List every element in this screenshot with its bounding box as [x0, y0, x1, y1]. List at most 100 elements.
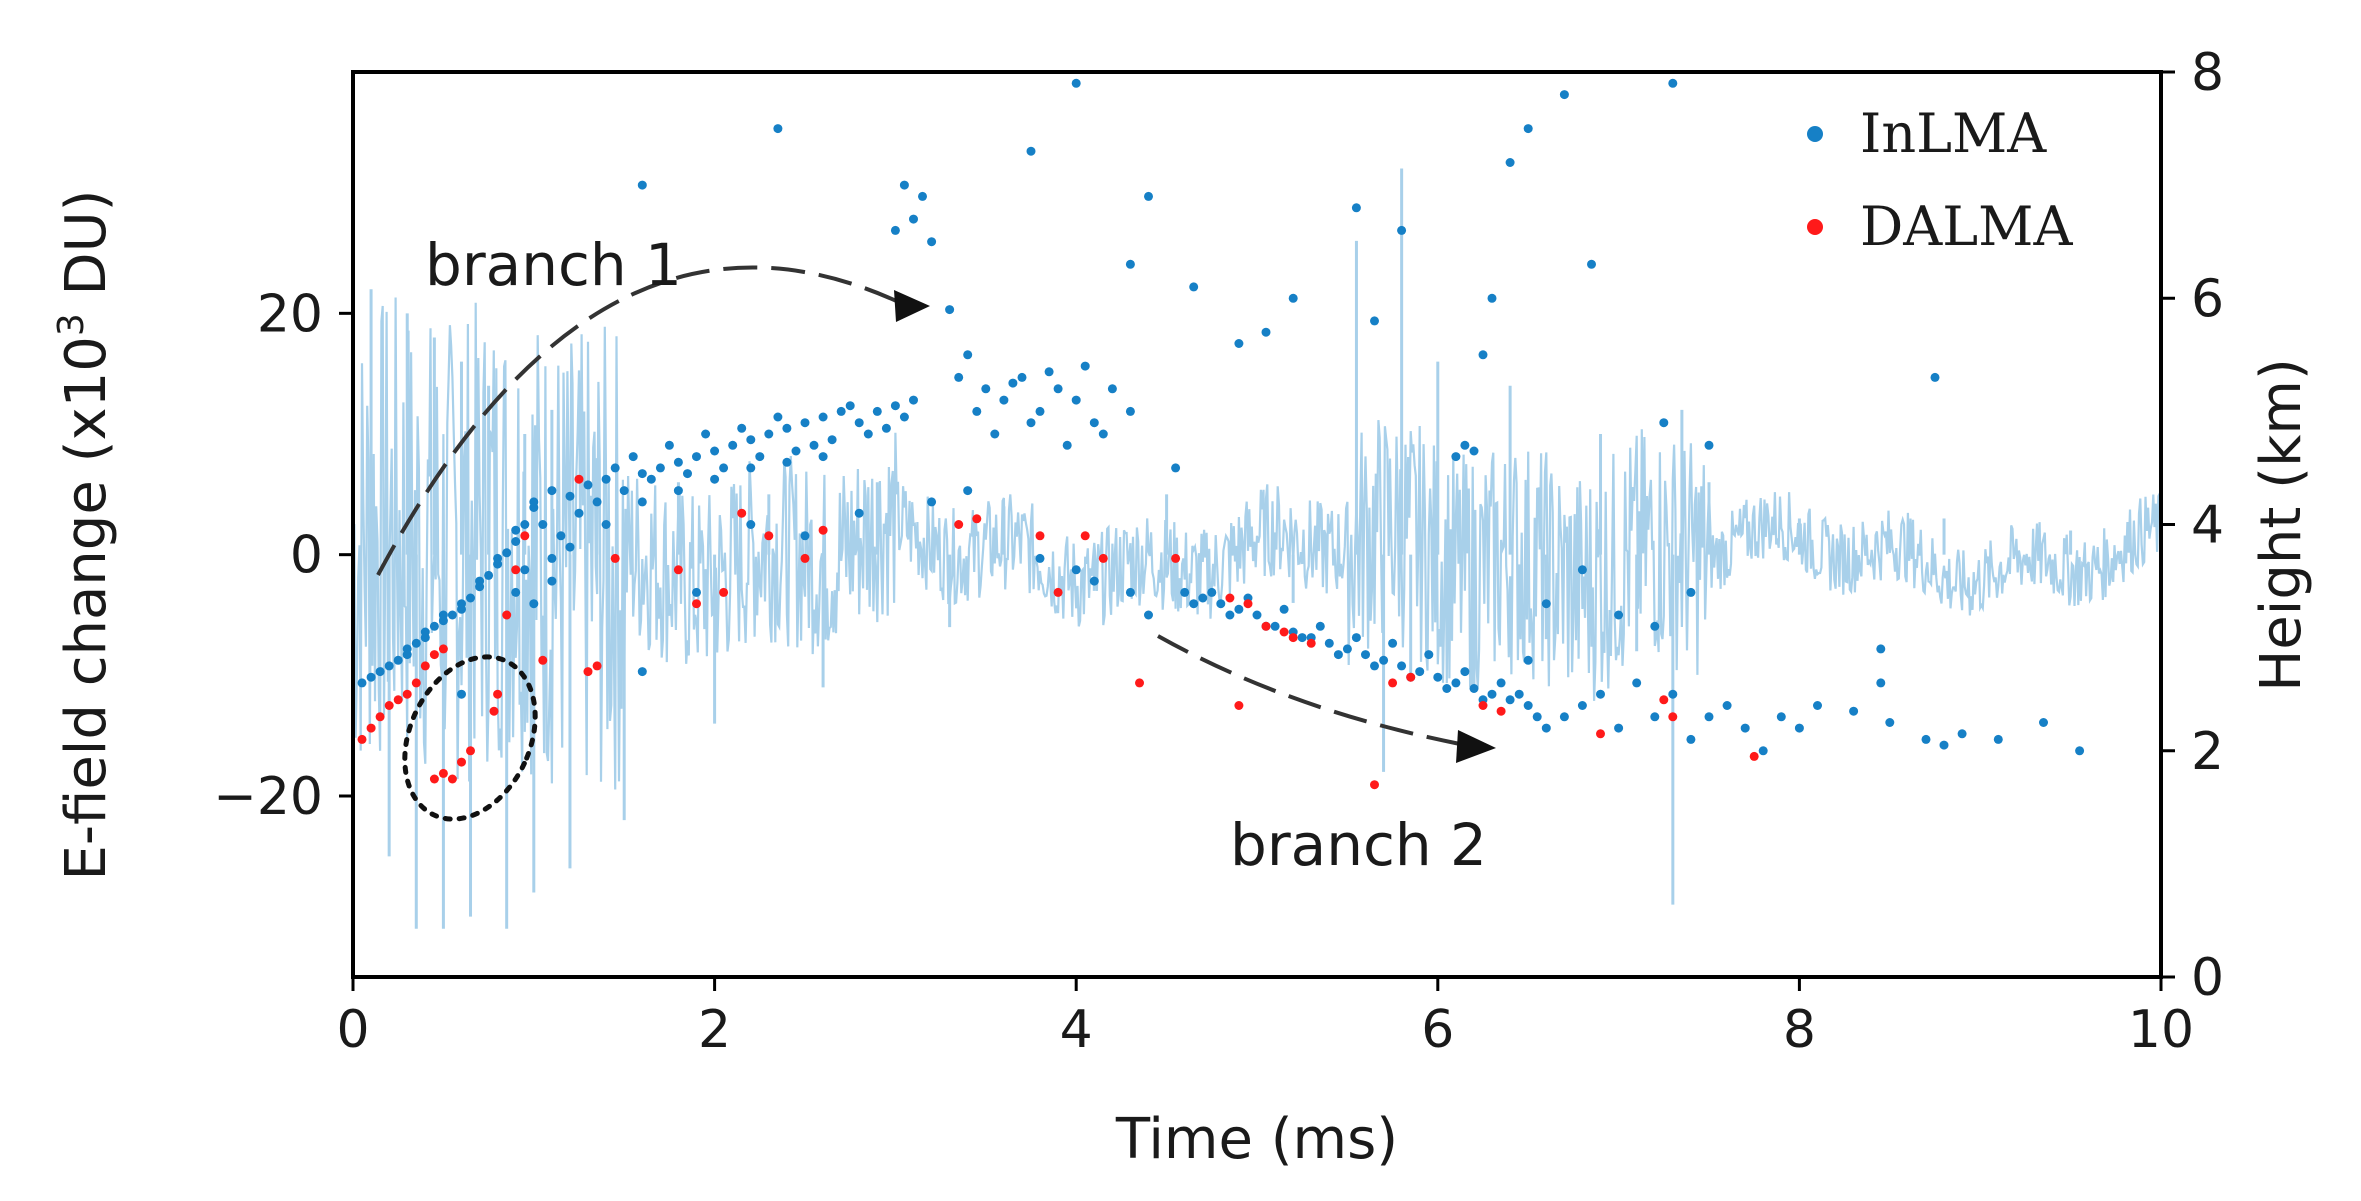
inlma-point: [1270, 621, 1280, 631]
inlma-point: [538, 520, 548, 529]
inlma-point: [1885, 718, 1895, 727]
inlma-point: [809, 440, 819, 450]
inlma-point: [1614, 610, 1624, 620]
inlma-point: [1650, 712, 1660, 722]
efield-signal-line: [351, 297, 2163, 790]
inlma-point: [872, 406, 882, 416]
inlma-point: [927, 237, 937, 247]
inlma-point: [1514, 689, 1524, 699]
inlma-point: [1008, 378, 1018, 388]
dalma-point: [366, 723, 376, 733]
inlma-point: [511, 525, 521, 535]
dalma-point: [402, 689, 412, 699]
inlma-point: [1080, 361, 1090, 371]
inlma-point: [1532, 712, 1542, 722]
inlma-point: [357, 678, 367, 688]
inlma-point: [1722, 701, 1732, 710]
dalma-point: [1388, 678, 1398, 688]
dalma-point: [1288, 633, 1298, 643]
inlma-point: [990, 429, 1000, 439]
inlma-point: [1125, 587, 1135, 597]
dalma-point: [457, 757, 466, 767]
x-tick-label: 8: [1783, 1000, 1816, 1060]
inlma-point: [945, 305, 955, 315]
x-tick-label: 2: [698, 1000, 731, 1060]
legend-inlma-marker: [1807, 126, 1823, 142]
inlma-point: [547, 576, 557, 586]
inlma-point: [1686, 587, 1696, 597]
inlma-point: [1297, 633, 1307, 643]
inlma-point: [583, 480, 593, 490]
dalma-point: [737, 508, 747, 518]
inlma-point: [800, 418, 810, 428]
inlma-point: [420, 627, 430, 637]
inlma-point: [1342, 644, 1352, 654]
dalma-point: [1306, 638, 1316, 648]
branch1-label: branch 1: [425, 231, 682, 299]
inlma-point: [782, 457, 792, 467]
inlma-point: [637, 180, 647, 190]
inlma-point: [683, 469, 692, 479]
inlma-point: [1794, 723, 1804, 733]
inlma-point: [673, 486, 683, 496]
inlma-point: [529, 497, 539, 507]
inlma-point: [963, 350, 973, 360]
x-tick-label: 10: [2128, 1000, 2194, 1060]
x-tick-label: 4: [1060, 1000, 1093, 1060]
inlma-point: [1686, 734, 1696, 744]
y-right-tick-label: 0: [2191, 948, 2224, 1008]
dalma-point: [1496, 706, 1506, 716]
inlma-point: [466, 593, 475, 603]
inlma-point: [1587, 259, 1596, 269]
x-tick-label: 0: [336, 1000, 369, 1060]
inlma-point: [1189, 599, 1199, 609]
inlma-point: [1505, 695, 1515, 705]
inlma-point: [1451, 678, 1461, 688]
inlma-point: [1469, 446, 1479, 456]
inlma-point: [1125, 259, 1135, 269]
inlma-point: [384, 661, 394, 671]
inlma-point: [601, 474, 611, 484]
inlma-point: [1324, 638, 1334, 648]
inlma-point: [1487, 293, 1497, 303]
legend-inlma-label: InLMA: [1860, 102, 2047, 165]
inlma-point: [773, 124, 783, 134]
inlma-point: [1577, 701, 1587, 710]
dalma-point: [1225, 593, 1235, 603]
inlma-point: [1849, 706, 1859, 716]
branch2-arrow-path: [1157, 634, 1461, 746]
inlma-point: [565, 542, 575, 552]
inlma-point: [1577, 565, 1587, 575]
x-tick-label: 6: [1421, 1000, 1454, 1060]
inlma-point: [1541, 723, 1551, 733]
inlma-point: [1144, 191, 1153, 201]
dalma-point: [764, 531, 774, 541]
dalma-point: [447, 774, 457, 784]
dalma-point: [1098, 553, 1108, 563]
inlma-point: [1668, 78, 1678, 88]
y-right-tick-label: 2: [2191, 722, 2224, 782]
inlma-point: [728, 440, 738, 450]
inlma-point: [981, 384, 991, 394]
inlma-point: [692, 452, 701, 462]
inlma-point: [746, 520, 756, 529]
dalma-point: [610, 553, 620, 563]
dalma-point: [1080, 531, 1090, 541]
legend-dalma-label: DALMA: [1860, 195, 2073, 258]
inlma-point: [655, 463, 665, 473]
inlma-point: [1351, 203, 1361, 213]
inlma-point: [1370, 316, 1379, 326]
inlma-point: [1125, 406, 1135, 416]
inlma-point: [1207, 587, 1217, 597]
inlma-point: [836, 406, 846, 416]
inlma-point: [493, 553, 503, 563]
inlma-point: [818, 412, 828, 422]
inlma-point: [366, 672, 376, 682]
inlma-point: [1460, 440, 1470, 450]
dalma-point: [1053, 587, 1063, 597]
x-axis-title: Time (ms): [1115, 1107, 1398, 1172]
inlma-point: [520, 520, 530, 529]
inlma-point: [628, 452, 638, 462]
dalma-point: [493, 689, 503, 699]
